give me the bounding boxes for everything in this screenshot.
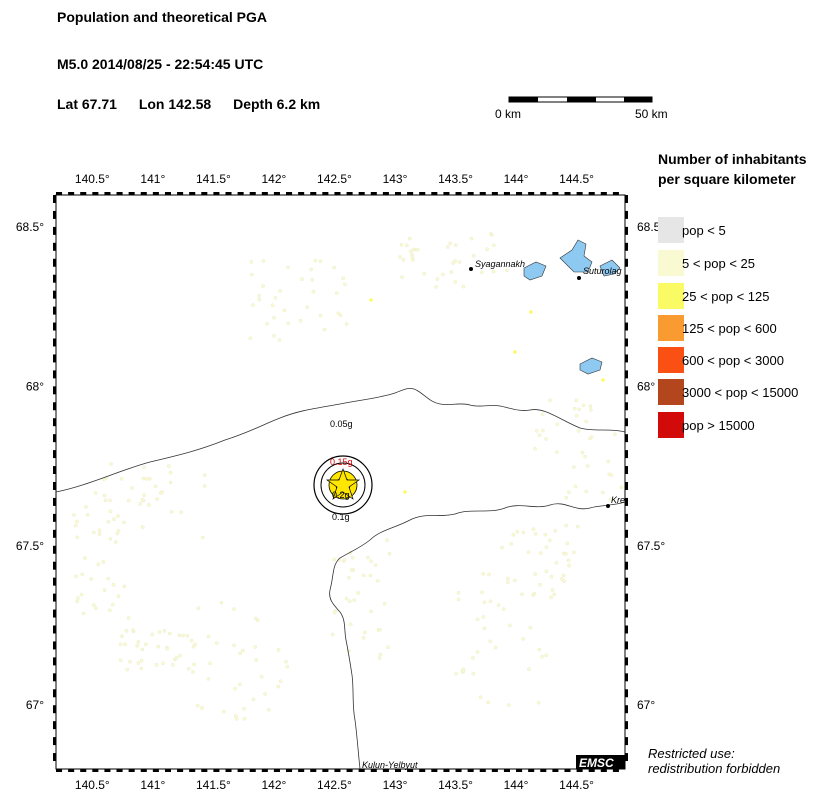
emsc-badge: EMSC [576, 755, 625, 770]
lakes [523, 239, 621, 375]
map-title: Population and theoretical PGA [57, 9, 268, 25]
depth-value: Depth 6.2 km [233, 96, 321, 112]
latitude-value: Lat 67.71 [57, 96, 117, 112]
legend-item: 600 < pop < 3000 [658, 347, 827, 373]
lon-tick-label: 142.5° [317, 778, 352, 792]
axis-ticks: 140.5° 140.5° 141° 141° 141.5° 141.5° 142° 142°… [16, 172, 666, 792]
legend-label: pop > 15000 [682, 418, 755, 433]
legend-swatch [658, 250, 684, 276]
lat-tick-label: 68.5° [16, 220, 44, 234]
lon-tick-label: 144° [504, 778, 529, 792]
event-info: M5.0 2014/08/25 - 22:54:45 UTC [57, 56, 264, 72]
legend-swatch [658, 283, 684, 309]
lake-3 [599, 259, 621, 277]
lat-tick-label: 68° [26, 379, 44, 393]
longitude-value: Lon 142.58 [138, 96, 212, 112]
place-label: Kre [611, 495, 625, 505]
place-label: Syagannakh [475, 259, 525, 269]
river-line [55, 387, 626, 493]
lon-tick-label: 142° [262, 172, 287, 186]
legend-item: 25 < pop < 125 [658, 283, 827, 309]
lon-tick-label: 143.5° [438, 172, 473, 186]
lon-tick-label: 142.5° [317, 172, 352, 186]
legend-title: Number of inhabitants per square kilomet… [658, 149, 807, 189]
legend-swatch [658, 379, 684, 405]
lon-tick-label: 141.5° [196, 172, 231, 186]
lon-tick-label: 142° [262, 778, 287, 792]
lon-tick-label: 140.5° [75, 778, 110, 792]
lon-tick-label: 141° [140, 172, 165, 186]
lat-tick-label: 67.5° [637, 539, 665, 553]
star-icon [325, 467, 361, 500]
pga-label-01: 0.1g [332, 512, 350, 522]
pga-contours: 0.15g 0.05g 0.1g 0.2g [313, 419, 373, 522]
usage-line1: Restricted use: [648, 746, 735, 761]
lat-tick-label: 67° [26, 698, 44, 712]
lake-2 [523, 261, 547, 281]
legend-title-line2: per square kilometer [658, 171, 796, 187]
lon-tick-label: 141.5° [196, 778, 231, 792]
place-label: Suturolag [583, 266, 622, 276]
legend-item: 3000 < pop < 15000 [658, 379, 827, 405]
legend-swatch [658, 347, 684, 373]
legend-swatch [658, 217, 684, 243]
lon-tick-label: 144.5° [559, 172, 594, 186]
scale-start-label: 0 km [495, 107, 522, 121]
place-label: Kulun-Yelbyut [362, 760, 418, 770]
lon-tick-label: 143° [383, 172, 408, 186]
legend-item: 125 < pop < 600 [658, 315, 827, 341]
pga-label-02: 0.2g [332, 490, 350, 500]
legend-label: 125 < pop < 600 [682, 321, 777, 336]
lat-tick-label: 67° [637, 698, 655, 712]
lake-4 [579, 357, 603, 375]
lon-tick-label: 143° [383, 778, 408, 792]
usage-notice: Restricted use: redistribution forbidden [648, 746, 780, 776]
scale-bar [508, 96, 653, 103]
pga-label-005: 0.05g [330, 419, 353, 429]
lon-tick-label: 141° [140, 778, 165, 792]
lon-tick-label: 143.5° [438, 778, 473, 792]
lon-tick-label: 144.5° [559, 778, 594, 792]
lon-tick-label: 144° [504, 172, 529, 186]
place-markers: Syagannakh Suturolag Kre Kulun-Yelbyut [362, 259, 625, 770]
legend-item: pop < 5 [658, 217, 827, 243]
legend-label: 25 < pop < 125 [682, 289, 770, 304]
pga-label-015: 0.15g [330, 457, 353, 467]
emsc-logo: EMSC [579, 756, 614, 770]
legend-swatch [658, 315, 684, 341]
lat-tick-label: 68° [637, 379, 655, 393]
legend-label: 3000 < pop < 15000 [682, 385, 799, 400]
scale-end-label: 50 km [635, 107, 668, 121]
legend-label: pop < 5 [682, 223, 726, 238]
legend-swatch [658, 412, 684, 438]
legend-label: 600 < pop < 3000 [682, 353, 784, 368]
location-info: Lat 67.71 Lon 142.58 Depth 6.2 km [57, 96, 338, 112]
lat-tick-label: 67.5° [16, 539, 44, 553]
population-dots [72, 232, 624, 721]
legend-item: 5 < pop < 25 [658, 250, 827, 276]
legend-label: 5 < pop < 25 [682, 256, 756, 271]
legend-title-line1: Number of inhabitants [658, 151, 807, 167]
legend-item: pop > 15000 [658, 412, 827, 438]
usage-line2: redistribution forbidden [648, 761, 781, 776]
lon-tick-label: 140.5° [75, 172, 110, 186]
lake-1 [559, 239, 593, 273]
river-line-2 [329, 501, 626, 770]
